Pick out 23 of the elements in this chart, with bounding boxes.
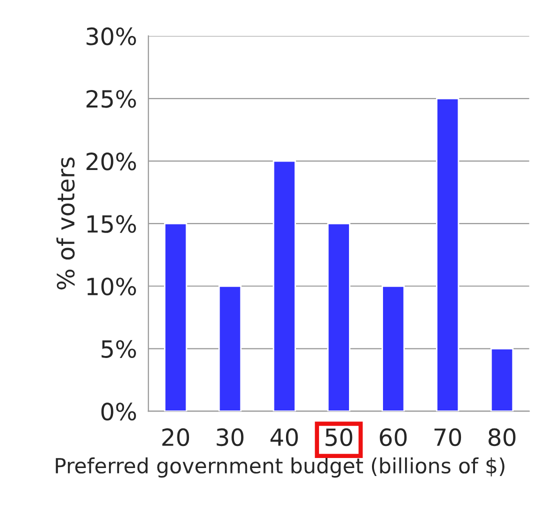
y-tick-label: 0%: [101, 402, 136, 421]
bar: [436, 98, 460, 412]
y-tick-label: 30%: [86, 27, 136, 46]
y-tick-label: 15%: [87, 215, 136, 233]
bar: [272, 160, 296, 412]
x-tick-label: 30: [216, 428, 244, 446]
bar: [382, 285, 405, 412]
x-tick-label: 20: [162, 428, 190, 446]
y-axis-title: % of voters: [56, 158, 75, 290]
x-tick-label: 80: [488, 428, 516, 446]
x-tick-label: 50: [326, 428, 352, 446]
y-tick-label: 20%: [86, 152, 136, 170]
bar: [218, 285, 242, 412]
bar: [164, 222, 188, 412]
y-tick-label: 5%: [102, 340, 136, 358]
y-tick-label: 25%: [86, 90, 136, 108]
bar: [490, 348, 514, 412]
x-tick-label: 60: [380, 428, 407, 446]
y-tick-label: 10%: [87, 278, 136, 296]
x-axis-title: Preferred government budget (billions of $): [56, 457, 504, 478]
x-tick-label: 40: [270, 428, 298, 446]
x-tick-label: 70: [434, 428, 462, 446]
bar: [327, 222, 350, 412]
